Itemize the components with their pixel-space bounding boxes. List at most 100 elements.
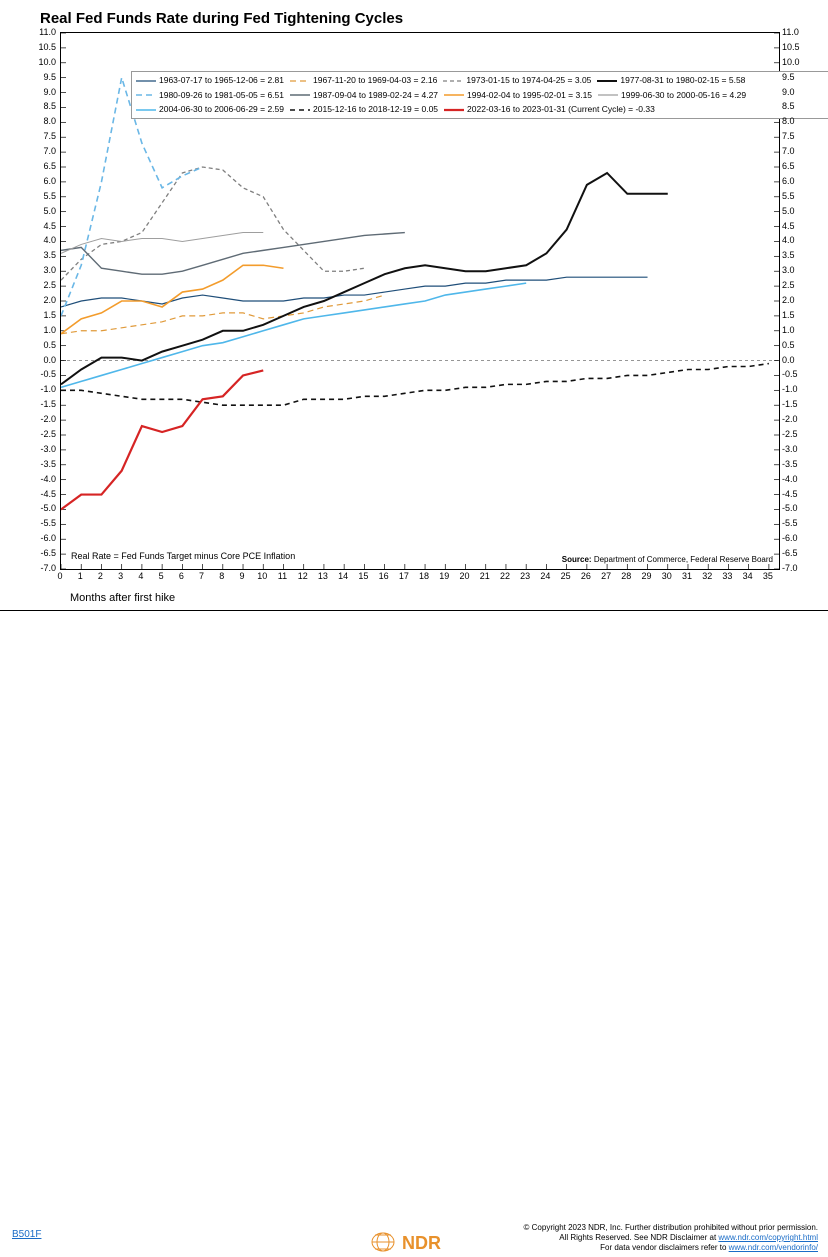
ytick-label: 5.5 — [28, 191, 56, 201]
x-axis-label: Months after first hike — [70, 592, 175, 604]
xtick-label: 19 — [435, 571, 453, 581]
xtick-label: 29 — [638, 571, 656, 581]
copyright: © Copyright 2023 NDR, Inc. Further distr… — [524, 1223, 818, 1253]
ytick-label: 11.0 — [28, 27, 56, 37]
xtick-label: 13 — [314, 571, 332, 581]
ytick-label: -2.0 — [28, 414, 56, 424]
svg-text:NDR: NDR — [402, 1233, 441, 1253]
ytick-label: 7.0 — [28, 146, 56, 156]
ytick-label: 8.0 — [782, 116, 810, 126]
ytick-label: 4.5 — [782, 221, 810, 231]
xtick-label: 34 — [739, 571, 757, 581]
ytick-label: 8.0 — [28, 116, 56, 126]
ytick-label: -6.5 — [782, 548, 810, 558]
legend-item: 1994-02-04 to 1995-02-01 = 3.15 — [444, 89, 592, 102]
ytick-label: 0.5 — [28, 340, 56, 350]
ytick-label: -6.0 — [28, 533, 56, 543]
xtick-label: 15 — [354, 571, 372, 581]
ytick-label: -3.5 — [782, 459, 810, 469]
ytick-label: 4.0 — [782, 235, 810, 245]
ytick-label: 5.5 — [782, 191, 810, 201]
xtick-label: 14 — [334, 571, 352, 581]
xtick-label: 26 — [577, 571, 595, 581]
ytick-label: -1.5 — [28, 399, 56, 409]
ytick-label: -3.0 — [782, 444, 810, 454]
ytick-label: 2.0 — [28, 295, 56, 305]
ytick-label: 10.0 — [28, 57, 56, 67]
chart-wrapper: Real Fed Funds Rate during Fed Tightenin… — [0, 0, 828, 652]
footer: B501F NDR © Copyright 2023 NDR, Inc. Fur… — [0, 611, 828, 652]
xtick-label: 1 — [71, 571, 89, 581]
source-label: Source: — [562, 555, 592, 564]
legend-item: 1967-11-20 to 1969-04-03 = 2.16 — [290, 74, 437, 87]
disclaimer-link[interactable]: www.ndr.com/copyright.html — [718, 1233, 818, 1242]
xtick-label: 11 — [273, 571, 291, 581]
ytick-label: -2.0 — [782, 414, 810, 424]
ytick-label: 9.5 — [28, 72, 56, 82]
chart-code[interactable]: B501F — [12, 1229, 41, 1240]
ytick-label: -4.0 — [782, 474, 810, 484]
xtick-label: 10 — [253, 571, 271, 581]
xtick-label: 31 — [678, 571, 696, 581]
ytick-label: 8.5 — [782, 101, 810, 111]
ytick-label: 6.5 — [28, 161, 56, 171]
source-text: Department of Commerce, Federal Reserve … — [594, 555, 773, 564]
ytick-label: 3.0 — [28, 265, 56, 275]
ytick-label: 1.0 — [782, 325, 810, 335]
ytick-label: -0.5 — [28, 369, 56, 379]
copyright-line2: All Rights Reserved. See NDR Disclaimer … — [524, 1233, 818, 1243]
legend-item: 1977-08-31 to 1980-02-15 = 5.58 — [597, 74, 745, 87]
ytick-label: -6.5 — [28, 548, 56, 558]
ytick-label: 10.5 — [28, 42, 56, 52]
ytick-label: -3.0 — [28, 444, 56, 454]
xtick-label: 32 — [698, 571, 716, 581]
copyright-line3: For data vendor disclaimers refer to www… — [524, 1243, 818, 1253]
xtick-label: 35 — [759, 571, 777, 581]
ytick-label: 9.0 — [28, 87, 56, 97]
legend-item: 2015-12-16 to 2018-12-19 = 0.05 — [290, 103, 438, 116]
ytick-label: -5.5 — [782, 518, 810, 528]
chart-title: Real Fed Funds Rate during Fed Tightenin… — [40, 10, 403, 27]
ytick-label: 6.0 — [28, 176, 56, 186]
note: Real Rate = Fed Funds Target minus Core … — [71, 551, 295, 561]
legend-item: 1999-06-30 to 2000-05-16 = 4.29 — [598, 89, 746, 102]
copyright-line1: © Copyright 2023 NDR, Inc. Further distr… — [524, 1223, 818, 1233]
ytick-label: 2.5 — [28, 280, 56, 290]
ytick-label: 4.0 — [28, 235, 56, 245]
xtick-label: 30 — [658, 571, 676, 581]
ytick-label: -5.0 — [28, 503, 56, 513]
legend-item: 1987-09-04 to 1989-02-24 = 4.27 — [290, 89, 438, 102]
xtick-label: 18 — [415, 571, 433, 581]
ytick-label: -5.5 — [28, 518, 56, 528]
xtick-label: 25 — [557, 571, 575, 581]
ndr-logo: NDR — [370, 1229, 460, 1257]
xtick-label: 24 — [536, 571, 554, 581]
ytick-label: 4.5 — [28, 221, 56, 231]
ytick-label: 10.0 — [782, 57, 810, 67]
ytick-label: 6.0 — [782, 176, 810, 186]
ytick-label: -0.5 — [782, 369, 810, 379]
xtick-label: 27 — [597, 571, 615, 581]
ytick-label: -4.5 — [782, 489, 810, 499]
ytick-label: 3.0 — [782, 265, 810, 275]
xtick-label: 22 — [496, 571, 514, 581]
xtick-label: 16 — [375, 571, 393, 581]
chart-area: Real Fed Funds Rate during Fed Tightenin… — [0, 0, 828, 611]
xtick-label: 6 — [172, 571, 190, 581]
ytick-label: 5.0 — [28, 206, 56, 216]
ytick-label: 0.0 — [782, 355, 810, 365]
ytick-label: -1.5 — [782, 399, 810, 409]
xtick-label: 0 — [51, 571, 69, 581]
ytick-label: 1.5 — [782, 310, 810, 320]
xtick-label: 9 — [233, 571, 251, 581]
ytick-label: 0.5 — [782, 340, 810, 350]
legend-item: 1963-07-17 to 1965-12-06 = 2.81 — [136, 74, 284, 87]
source: Source: Department of Commerce, Federal … — [562, 555, 773, 564]
xtick-label: 7 — [193, 571, 211, 581]
ytick-label: 0.0 — [28, 355, 56, 365]
ytick-label: -4.5 — [28, 489, 56, 499]
vendor-link[interactable]: www.ndr.com/vendorinfo/ — [729, 1243, 818, 1252]
ytick-label: -7.0 — [782, 563, 810, 573]
xtick-label: 4 — [132, 571, 150, 581]
ytick-label: -2.5 — [28, 429, 56, 439]
